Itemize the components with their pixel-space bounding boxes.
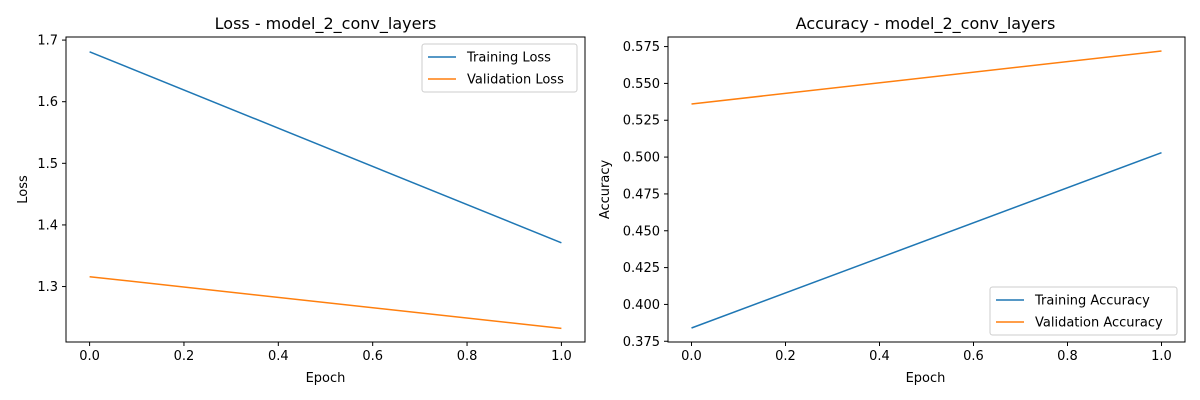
validation-accuracy-legend-label: Validation Accuracy bbox=[1035, 316, 1163, 331]
accuracy-x-tick-label: 0.2 bbox=[775, 349, 796, 364]
loss-y-tick-label: 1.6 bbox=[37, 95, 58, 110]
accuracy-x-tick-label: 1.0 bbox=[1151, 349, 1172, 364]
accuracy-y-tick-label: 0.475 bbox=[623, 187, 660, 202]
accuracy-y-tick-label: 0.500 bbox=[623, 151, 660, 166]
accuracy-x-tick-label: 0.6 bbox=[963, 349, 984, 364]
validation-accuracy-line bbox=[691, 50, 1162, 105]
accuracy-y-tick-label: 0.525 bbox=[623, 114, 660, 129]
training-accuracy-line bbox=[691, 151, 1162, 329]
loss-plot-area: 0.0 0.2 0.4 0.6 0.8 1.0 1.3 1.4 1.5 1.6 1.7 Trainin… bbox=[37, 34, 578, 364]
accuracy-chart: Accuracy - model_2_conv_layers 0.0 0.2 0.4… bbox=[598, 14, 1186, 386]
accuracy-legend-box bbox=[989, 286, 1178, 336]
loss-y-axis-label: Loss bbox=[16, 175, 31, 204]
loss-y-tick-label: 1.3 bbox=[37, 280, 58, 295]
accuracy-x-tick-label: 0.0 bbox=[681, 349, 702, 364]
loss-x-tick-label: 0.6 bbox=[362, 349, 383, 364]
accuracy-y-tick-label: 0.375 bbox=[623, 335, 660, 350]
loss-x-tick-label: 0.8 bbox=[457, 349, 478, 364]
loss-x-tick-label: 0.0 bbox=[79, 349, 100, 364]
training-loss-legend-label: Training Loss bbox=[466, 51, 551, 66]
validation-loss-legend-label: Validation Loss bbox=[467, 73, 564, 88]
training-accuracy-legend-label: Training Accuracy bbox=[1034, 294, 1150, 309]
accuracy-y-tick-label: 0.575 bbox=[623, 40, 660, 55]
loss-y-tick-label: 1.5 bbox=[37, 157, 58, 172]
accuracy-x-axis-label: Epoch bbox=[906, 371, 946, 386]
accuracy-y-tick-label: 0.550 bbox=[623, 77, 660, 92]
validation-loss-line bbox=[89, 275, 562, 330]
loss-legend: Training Loss Validation Loss bbox=[421, 43, 578, 93]
accuracy-y-tick-label: 0.425 bbox=[623, 261, 660, 276]
accuracy-plot-area: 0.0 0.2 0.4 0.6 0.8 1.0 0.375 0.400 0.425 0.450 0.… bbox=[623, 40, 1178, 364]
accuracy-chart-title: Accuracy - model_2_conv_layers bbox=[796, 14, 1056, 34]
accuracy-x-tick-label: 0.8 bbox=[1057, 349, 1078, 364]
loss-legend-box bbox=[421, 43, 578, 93]
accuracy-y-axis-label: Accuracy bbox=[598, 160, 613, 220]
accuracy-x-tick-label: 0.4 bbox=[869, 349, 890, 364]
loss-x-tick-label: 0.2 bbox=[174, 349, 195, 364]
loss-plot-frame bbox=[65, 36, 586, 343]
accuracy-y-tick-label: 0.450 bbox=[623, 224, 660, 239]
accuracy-legend: Training Accuracy Validation Accuracy bbox=[989, 286, 1178, 336]
loss-x-axis-label: Epoch bbox=[306, 371, 346, 386]
accuracy-plot-frame bbox=[667, 36, 1186, 343]
loss-chart-title: Loss - model_2_conv_layers bbox=[215, 14, 437, 34]
loss-y-tick-label: 1.4 bbox=[37, 218, 58, 233]
loss-x-tick-label: 1.0 bbox=[551, 349, 572, 364]
training-loss-line bbox=[89, 51, 562, 244]
loss-chart: Loss - model_2_conv_layers 0.0 0.2 0.4 0.6 0… bbox=[16, 14, 586, 386]
loss-y-tick-label: 1.7 bbox=[37, 34, 58, 49]
accuracy-y-tick-label: 0.400 bbox=[623, 298, 660, 313]
loss-x-tick-label: 0.4 bbox=[268, 349, 289, 364]
